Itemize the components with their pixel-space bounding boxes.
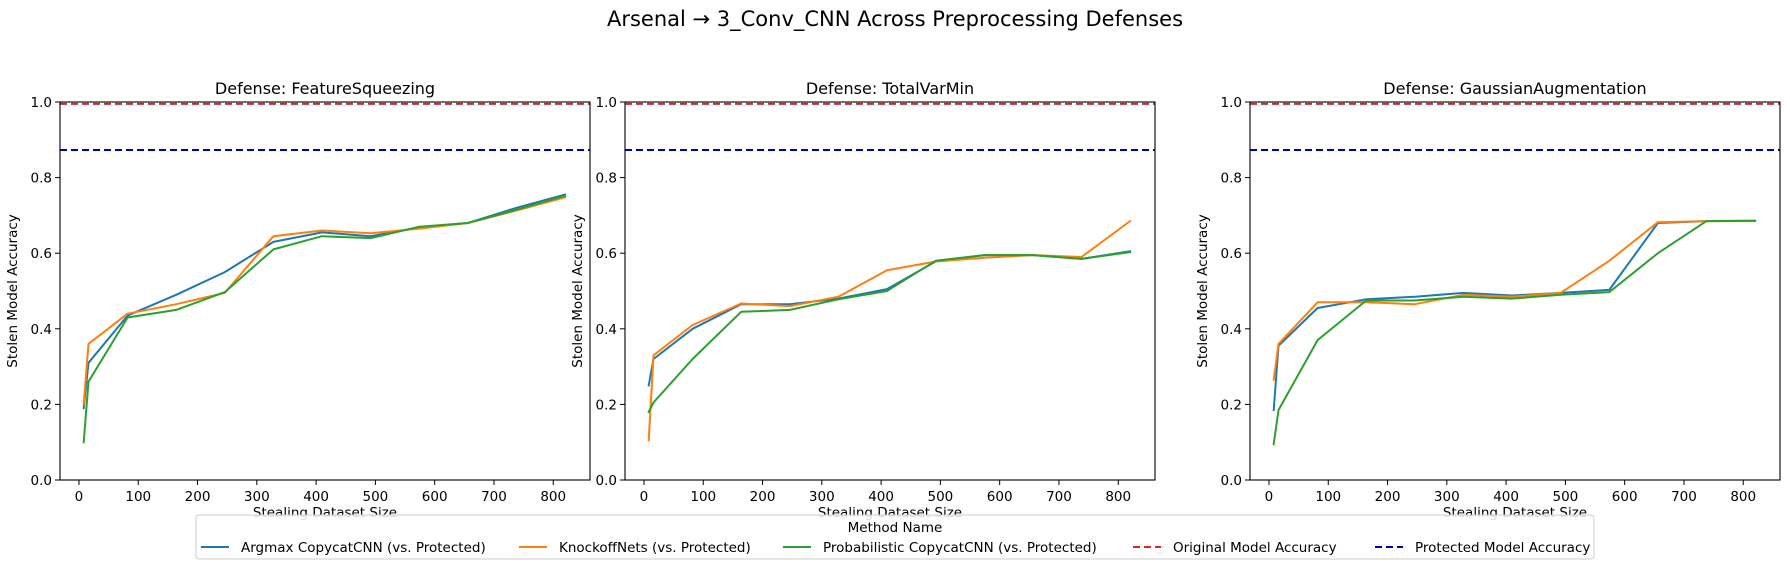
chart-panel-2: Defense: TotalVarMin 0.0 0.2 0.4 0.6 0.8 1.0 0 1… (570, 79, 1156, 521)
x-tick-label: 0 (1265, 489, 1274, 505)
x-tick-label: 0 (640, 489, 649, 505)
legend-entry-label: Probabilistic CopycatCNN (vs. Protected) (823, 540, 1097, 556)
x-tick-label: 500 (363, 489, 389, 505)
series-line-probabilistic-copycatcnn (1272, 219, 1757, 446)
x-tick-label: 800 (1105, 489, 1131, 505)
y-axis-label: Stolen Model Accuracy (5, 214, 21, 367)
x-tick-label: 300 (244, 489, 270, 505)
series-line-knockoffnets (82, 196, 567, 406)
x-tick-label: 100 (690, 489, 716, 505)
figure-title: Arsenal → 3_Conv_CNN Across Preprocessin… (607, 7, 1183, 32)
legend-entry-label: Original Model Accuracy (1173, 540, 1337, 556)
y-tick-label: 0.4 (1221, 322, 1242, 338)
legend-title: Method Name (848, 520, 943, 536)
x-tick-label: 800 (1730, 489, 1756, 505)
x-tick-label: 700 (481, 489, 507, 505)
y-axis-label: Stolen Model Accuracy (570, 214, 586, 367)
x-tick-label: 500 (1553, 489, 1579, 505)
x-tick-label: 200 (1375, 489, 1401, 505)
x-tick-label: 600 (422, 489, 448, 505)
y-tick-label: 0.4 (31, 322, 52, 338)
legend-entry-label: Protected Model Accuracy (1415, 540, 1590, 556)
y-tick-label: 0.2 (31, 397, 52, 413)
legend: Method Name Argmax CopycatCNN (vs. Protec… (195, 514, 1595, 560)
plot-frame (1249, 101, 1781, 481)
x-tick-label: 100 (1315, 489, 1341, 505)
y-tick-label: 0.0 (31, 473, 52, 489)
x-tick-label: 400 (1493, 489, 1519, 505)
legend-entry-label: KnockoffNets (vs. Protected) (559, 540, 751, 556)
x-tick-label: 500 (928, 489, 954, 505)
y-tick-label: 0.2 (1221, 397, 1242, 413)
y-tick-label: 1.0 (596, 95, 617, 111)
series-line-knockoffnets (1272, 220, 1757, 381)
series-line-probabilistic-copycatcnn (647, 250, 1132, 414)
legend-entry-label: Argmax CopycatCNN (vs. Protected) (241, 540, 486, 556)
x-tick-label: 800 (540, 489, 566, 505)
x-tick-label: 200 (750, 489, 776, 505)
panel-title: Defense: GaussianAugmentation (1383, 79, 1646, 98)
x-tick-label: 0 (75, 489, 84, 505)
chart-panel-3: Defense: GaussianAugmentation 0.0 0.2 0.4 0.… (1195, 79, 1781, 521)
panel-title: Defense: TotalVarMin (806, 79, 974, 98)
x-tick-label: 100 (125, 489, 151, 505)
x-tick-label: 300 (809, 489, 835, 505)
y-tick-label: 0.8 (1221, 171, 1242, 187)
chart-panel-1: Defense: FeatureSqueezing 0.0 0.2 0.4 0.6 0.8… (5, 79, 591, 521)
x-tick-label: 600 (1612, 489, 1638, 505)
series-line-argmax-copycatcnn (647, 250, 1132, 387)
y-tick-label: 1.0 (31, 95, 52, 111)
series-line-probabilistic-copycatcnn (82, 194, 567, 444)
y-tick-label: 0.2 (596, 397, 617, 413)
x-tick-label: 600 (987, 489, 1013, 505)
y-tick-label: 0.8 (31, 171, 52, 187)
x-tick-label: 400 (868, 489, 894, 505)
y-tick-label: 0.8 (596, 171, 617, 187)
y-tick-label: 0.0 (1221, 473, 1242, 489)
plot-frame (624, 101, 1156, 481)
y-tick-label: 1.0 (1221, 95, 1242, 111)
series-line-argmax-copycatcnn (1272, 219, 1757, 412)
x-tick-label: 200 (185, 489, 211, 505)
y-tick-label: 0.4 (596, 322, 617, 338)
y-tick-label: 0.6 (31, 246, 52, 262)
y-tick-label: 0.6 (596, 246, 617, 262)
panel-title: Defense: FeatureSqueezing (215, 79, 435, 98)
plot-frame (59, 101, 591, 481)
x-tick-label: 400 (303, 489, 329, 505)
x-tick-label: 700 (1046, 489, 1072, 505)
y-axis-label: Stolen Model Accuracy (1195, 214, 1211, 367)
y-tick-label: 0.0 (596, 473, 617, 489)
series-line-argmax-copycatcnn (82, 193, 567, 410)
x-tick-label: 300 (1434, 489, 1460, 505)
y-tick-label: 0.6 (1221, 246, 1242, 262)
x-tick-label: 700 (1671, 489, 1697, 505)
